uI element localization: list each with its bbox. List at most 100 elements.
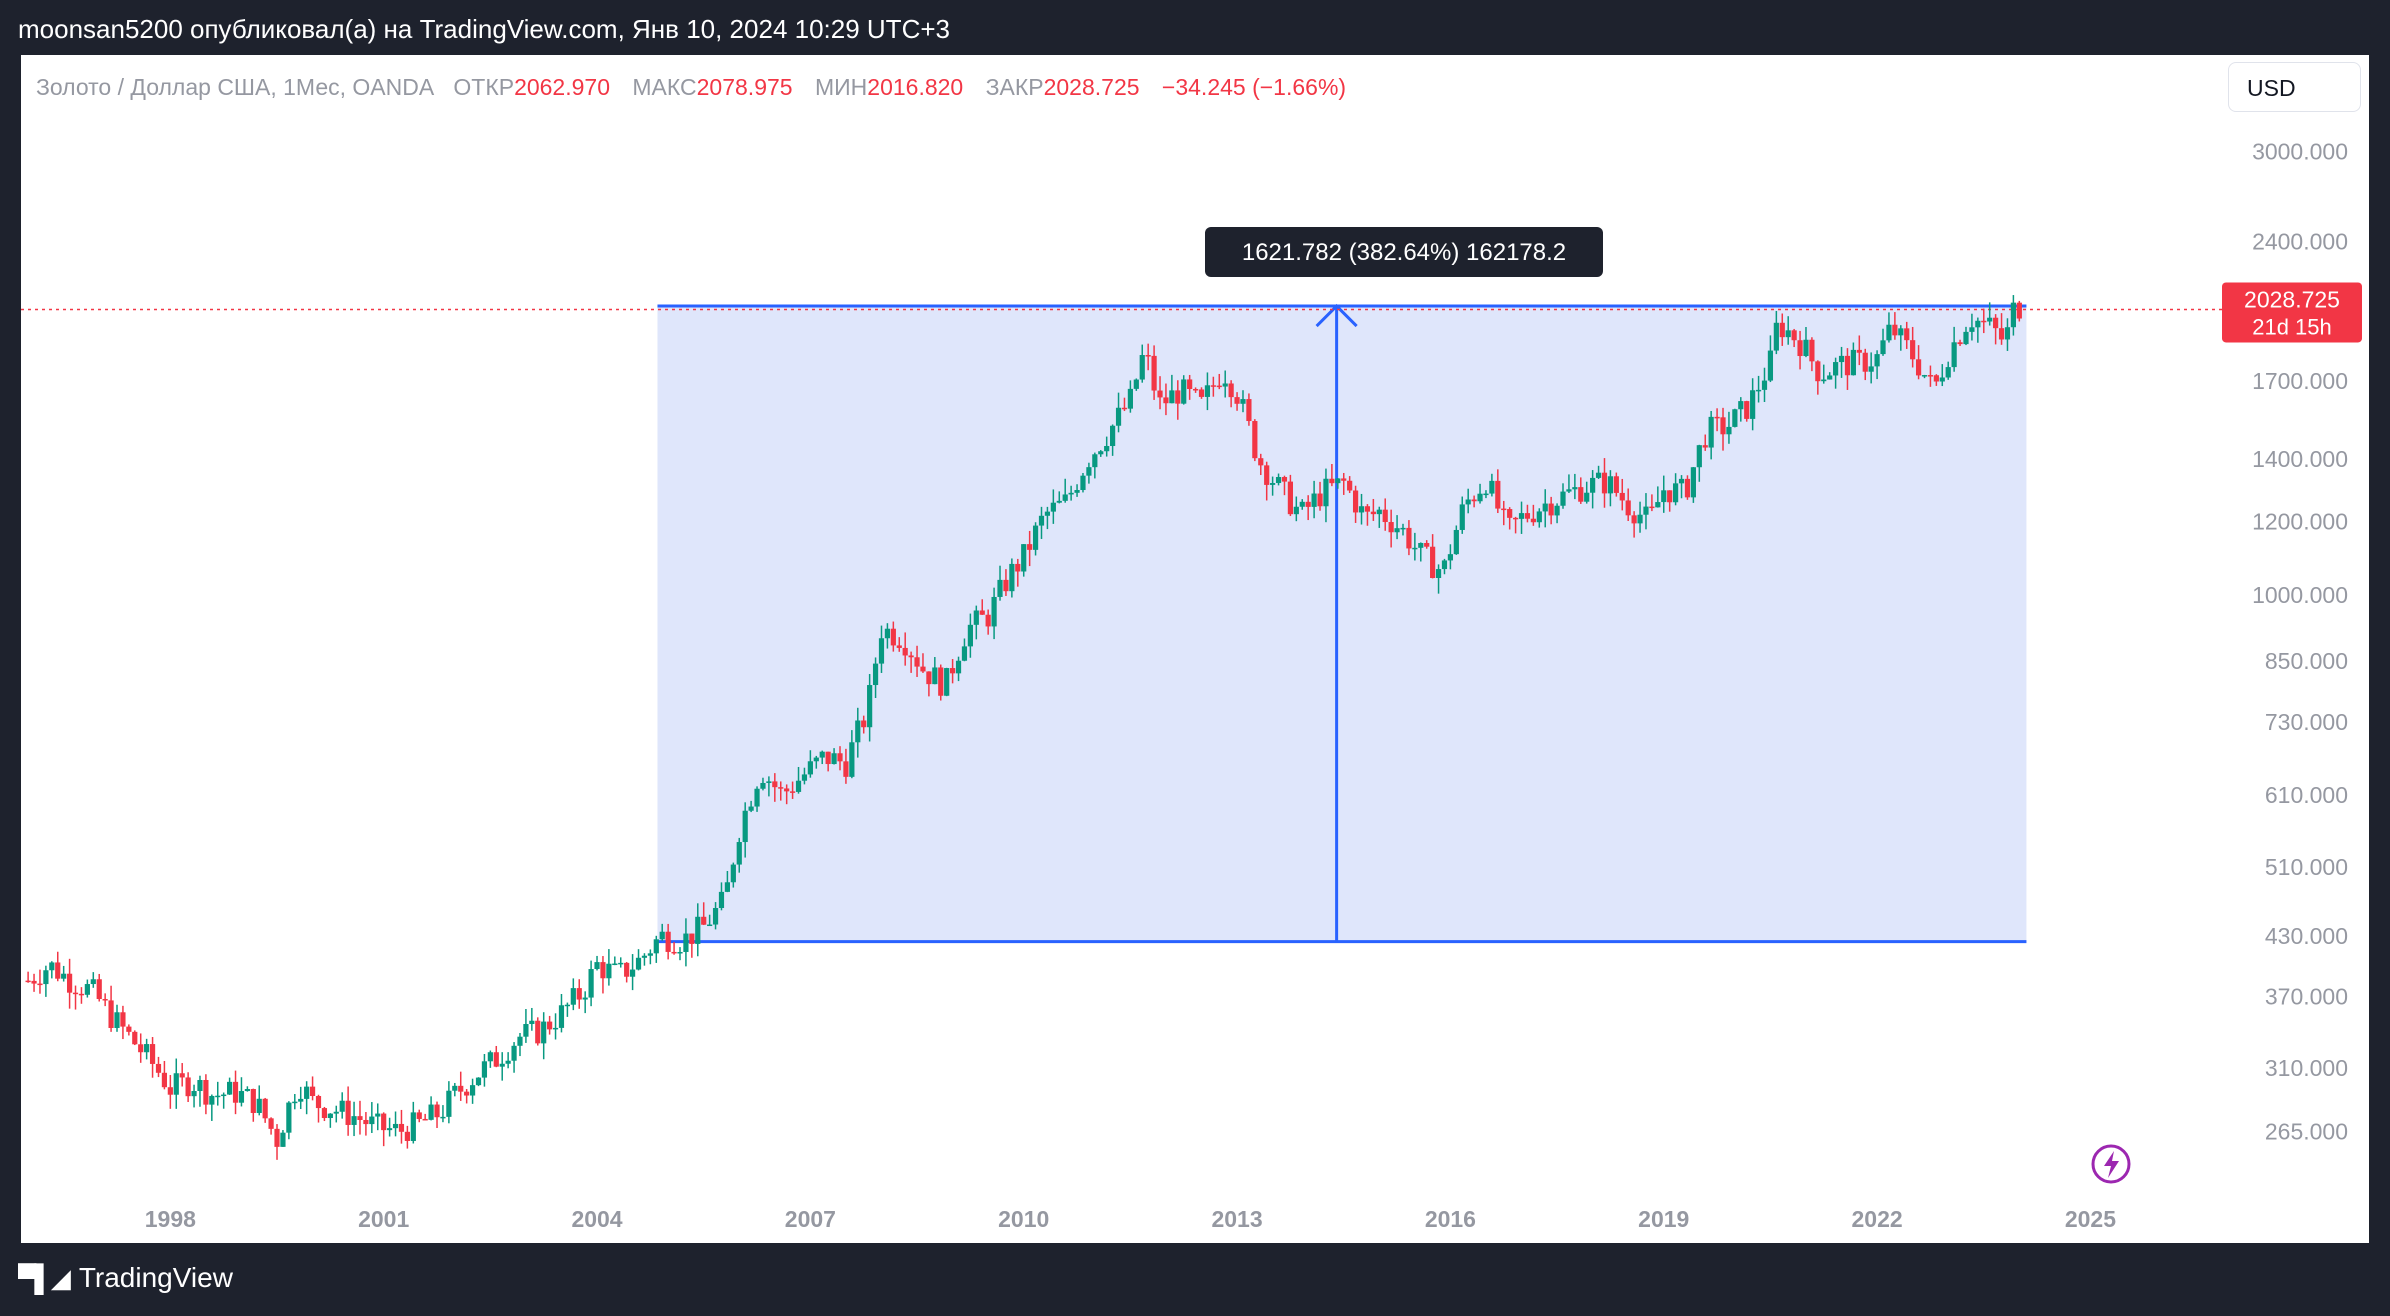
candle-body (1412, 547, 1418, 550)
candle-body (1068, 492, 1074, 495)
candle-body (985, 614, 991, 627)
x-tick-label: 2022 (1852, 1206, 1903, 1232)
candle (1394, 515, 1400, 540)
candle (1939, 364, 1945, 387)
candle-body (304, 1086, 310, 1099)
change-value: −34.245 (−1.66%) (1161, 74, 1347, 100)
measure-arrow-head (1315, 303, 1358, 328)
candle-body (1092, 454, 1098, 468)
candle (1056, 491, 1062, 504)
candle (1003, 569, 1009, 596)
y-tick-label: 370.000 (2265, 984, 2348, 1010)
candle-body (1459, 504, 1465, 530)
candle (1773, 310, 1779, 355)
candle (458, 1071, 464, 1101)
candle (997, 565, 1003, 601)
candle-body (1524, 513, 1531, 519)
candle (304, 1081, 310, 1115)
candle (1234, 392, 1240, 411)
candle (280, 1130, 286, 1147)
candle-body (1370, 511, 1376, 515)
candle-body (1317, 493, 1323, 507)
candle-body (1619, 492, 1625, 501)
candle (1074, 484, 1080, 497)
candle-body (161, 1072, 168, 1088)
close-label: ЗАКР (985, 74, 1044, 100)
candle (381, 1112, 387, 1147)
candle-body (754, 788, 760, 807)
lightning-icon[interactable] (2091, 1144, 2131, 1184)
candle (1252, 419, 1258, 462)
candle (209, 1094, 215, 1121)
candle (1607, 470, 1614, 507)
candle (1471, 495, 1477, 508)
candle (635, 949, 642, 971)
candle-body (1548, 503, 1554, 516)
candle-body (807, 761, 813, 775)
symbol-label[interactable]: Золото / Доллар США, 1Мес, OANDA (36, 74, 435, 100)
candle (1945, 361, 1951, 380)
candle-body (831, 753, 837, 765)
candle-body (1032, 525, 1039, 550)
candle-body (801, 774, 808, 781)
candle (784, 784, 790, 805)
candle-body (1732, 409, 1738, 427)
candle-body (819, 751, 825, 758)
candle (1655, 486, 1661, 508)
measure-range-fill (657, 306, 2027, 942)
candle-body (1258, 458, 1264, 466)
candle (298, 1086, 304, 1110)
candle (801, 767, 808, 785)
candle (1951, 326, 1957, 372)
candle-body (1726, 426, 1732, 435)
candle-body (552, 1027, 559, 1030)
candle-body (1293, 506, 1299, 515)
candle (126, 1024, 132, 1036)
candle (43, 965, 49, 997)
candle (653, 935, 659, 963)
candle-body (149, 1044, 156, 1064)
candle-body (49, 962, 55, 971)
candle-body (37, 983, 43, 986)
candle-body (114, 1012, 120, 1028)
price-tag-bg (2222, 282, 2362, 343)
candle (1744, 400, 1750, 422)
candle-body (1062, 494, 1068, 501)
candle-body (1767, 350, 1774, 381)
candle (1643, 493, 1649, 530)
candle-body (84, 984, 90, 995)
candle-body (132, 1031, 138, 1045)
candle-body (1673, 483, 1679, 503)
candle-body (1352, 490, 1359, 513)
candle-body (1435, 569, 1442, 578)
measure-label[interactable]: 1621.782 (382.64%) 162178.2 (1205, 227, 1603, 277)
candle (813, 755, 819, 769)
candle-body (1388, 522, 1394, 533)
candle (529, 1007, 535, 1031)
candle-body (1904, 328, 1910, 341)
candle-body (896, 645, 902, 648)
candle-body (238, 1091, 245, 1103)
candle (410, 1101, 416, 1144)
candle (1856, 335, 1862, 366)
candle-body (1175, 390, 1181, 404)
candle (991, 587, 997, 640)
candle-body (1643, 506, 1649, 515)
candle (1364, 504, 1371, 526)
candle (641, 953, 648, 966)
candle (920, 653, 926, 673)
candle (292, 1094, 298, 1110)
low-label: МИН (814, 74, 868, 100)
candle (872, 657, 879, 699)
candle-body (908, 655, 914, 658)
candle-body (209, 1095, 215, 1105)
candle (1838, 346, 1845, 378)
candle-body (1838, 355, 1845, 363)
candle (481, 1053, 488, 1087)
currency-button[interactable]: USD (2228, 62, 2361, 112)
candle (268, 1117, 274, 1135)
candle-body (392, 1123, 399, 1129)
tradingview-logo[interactable]: ▀▌◢ TradingView (18, 1262, 233, 1294)
candle-body (1868, 366, 1874, 372)
